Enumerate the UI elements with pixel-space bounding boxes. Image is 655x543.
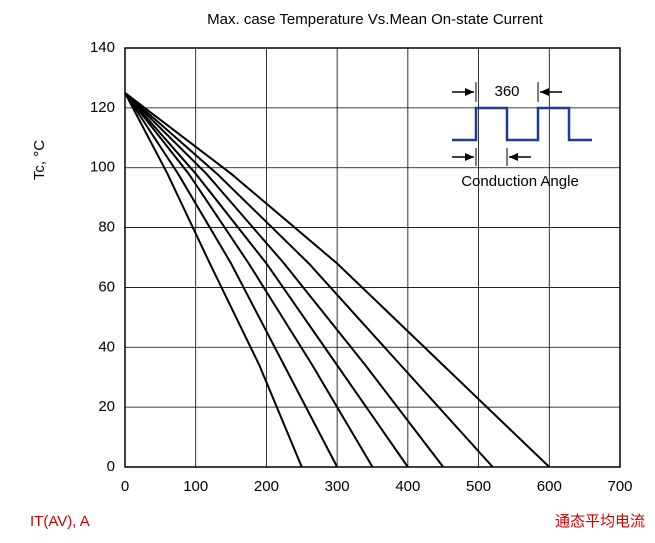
y-tick-label: 20 — [98, 398, 115, 415]
curve — [124, 92, 303, 468]
plot: 0 20 40 60 80 100 120 140 0 100 200 300 400 500 600 700 — [90, 39, 633, 495]
x-tick-label: 100 — [183, 478, 208, 495]
y-tick-label: 40 — [98, 338, 115, 355]
curve — [124, 92, 550, 468]
y-axis-label: Tc, °C — [31, 140, 48, 180]
x-tick-label: 500 — [466, 478, 491, 495]
period-label: 360 — [494, 83, 519, 100]
arrow-head — [465, 88, 474, 96]
x-tick-label: 400 — [395, 478, 420, 495]
waveform-inset: 360 Conduction Angle — [452, 82, 592, 190]
plot-frame — [124, 47, 621, 468]
arrow-head — [540, 88, 549, 96]
y-tick-label: 0 — [107, 458, 115, 475]
arrow-head — [509, 153, 518, 161]
x-tick-label: 600 — [537, 478, 562, 495]
arrow-head — [465, 153, 474, 161]
y-tick-label: 100 — [90, 159, 115, 176]
y-tick-label: 60 — [98, 278, 115, 295]
curve — [124, 92, 445, 468]
y-tick-label: 80 — [98, 219, 115, 236]
x-axis-label: IT(AV), A — [30, 513, 90, 530]
curve — [124, 92, 409, 468]
x-tick-label: 300 — [325, 478, 350, 495]
curve — [124, 92, 374, 468]
x-tick-label: 200 — [254, 478, 279, 495]
y-tick-label: 140 — [90, 39, 115, 56]
curve — [124, 92, 339, 468]
x-axis-label-cn: 通态平均电流 — [555, 513, 645, 530]
conduction-label: Conduction Angle — [461, 173, 579, 190]
x-tick-label: 0 — [121, 478, 129, 495]
chart-title: Max. case Temperature Vs.Mean On-state C… — [207, 11, 544, 28]
curve — [124, 92, 494, 468]
waveform — [452, 106, 592, 142]
x-tick-label: 700 — [607, 478, 632, 495]
y-tick-label: 120 — [90, 99, 115, 116]
